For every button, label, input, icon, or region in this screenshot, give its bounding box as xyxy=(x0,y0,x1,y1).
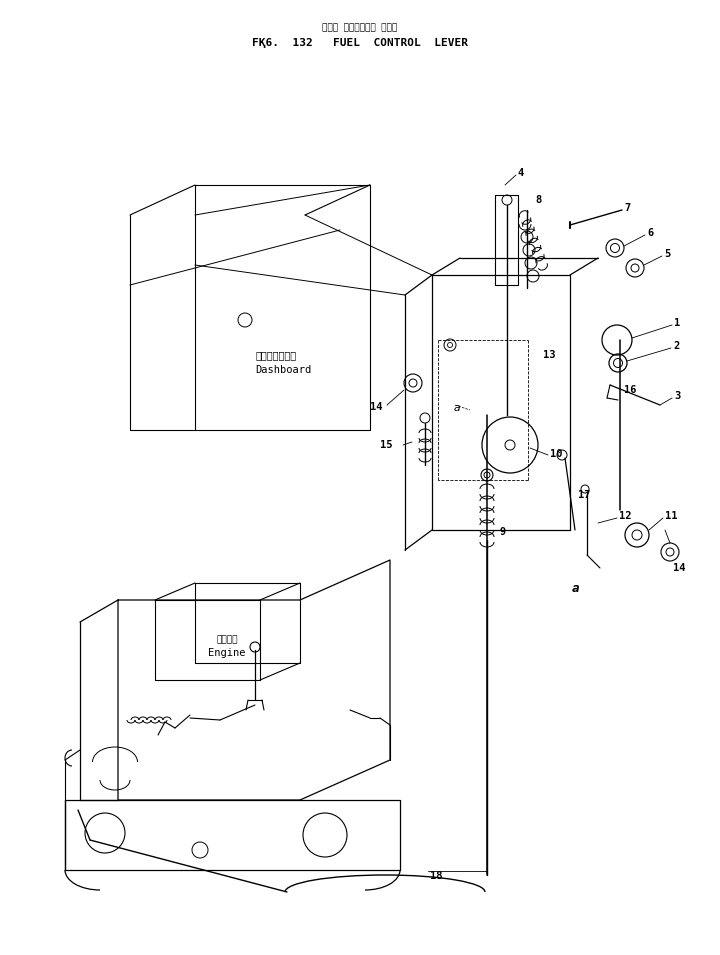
Text: 7: 7 xyxy=(624,203,630,213)
Text: 6: 6 xyxy=(647,228,653,238)
Text: 17: 17 xyxy=(578,490,590,500)
Text: 15: 15 xyxy=(380,440,392,450)
Text: 9: 9 xyxy=(499,527,505,537)
Text: 3: 3 xyxy=(674,391,680,401)
Text: 12: 12 xyxy=(619,511,631,521)
Text: エンジン: エンジン xyxy=(216,635,238,645)
Text: FҚ6.  132   FUEL  CONTROL  LEVER: FҚ6. 132 FUEL CONTROL LEVER xyxy=(252,38,468,48)
Text: 10: 10 xyxy=(550,449,562,459)
Text: 4: 4 xyxy=(517,168,523,178)
Text: ダッシュボード: ダッシュボード xyxy=(255,350,296,360)
Text: 1: 1 xyxy=(674,318,680,328)
Text: Dashboard: Dashboard xyxy=(255,365,311,375)
Text: 11: 11 xyxy=(665,511,678,521)
Text: 5: 5 xyxy=(664,249,670,259)
Text: a: a xyxy=(572,582,580,595)
Text: 2: 2 xyxy=(673,341,679,351)
Text: 8: 8 xyxy=(535,195,541,205)
Text: 13: 13 xyxy=(543,350,556,360)
Text: 18: 18 xyxy=(430,871,443,881)
Text: 16: 16 xyxy=(624,385,636,395)
Text: a: a xyxy=(454,403,461,413)
Text: フェル コントロール レバー: フェル コントロール レバー xyxy=(323,24,397,32)
Text: 14: 14 xyxy=(370,402,382,412)
Text: 14: 14 xyxy=(673,563,685,573)
Text: Engine: Engine xyxy=(208,648,246,658)
